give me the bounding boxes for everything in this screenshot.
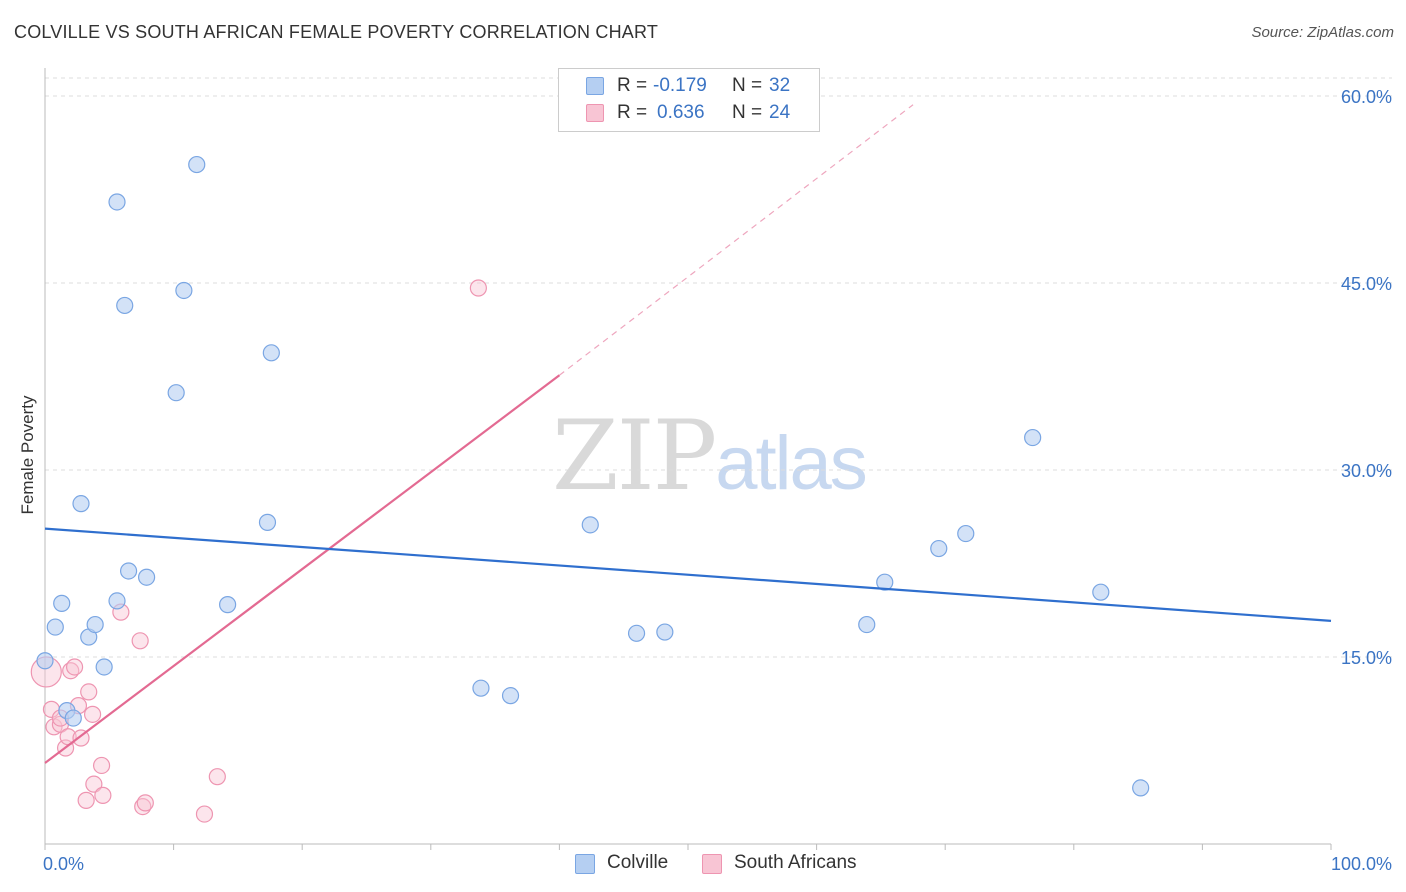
colville-point [1092,583,1110,601]
colville-trend-line [44,527,1332,622]
colville-point [219,596,237,614]
colville-point [167,384,185,402]
colville-point [95,658,113,676]
colville-point [72,495,90,513]
legend-label: Colville [607,852,669,873]
y-tick-label: 30.0% [1341,461,1392,481]
south-africans-point [136,794,154,812]
colville-point [119,562,138,580]
colville-point [46,618,64,636]
colville-point [581,516,599,534]
south-africans-point [85,775,103,793]
south-africans-point [65,658,84,676]
colville-point [108,592,126,610]
south-africans-point [92,756,111,775]
south-africans-point [83,705,102,723]
y-tick-label: 15.0% [1341,648,1392,668]
colville-point [930,539,948,558]
correlation-legend: R = -0.179 N = 32 R = 0.636 N = 24 [558,68,820,132]
south-africans-swatch [702,854,722,874]
colville-point [1132,779,1150,797]
watermark-atlas: atlas [715,421,868,506]
colville-point [501,687,520,705]
source-label: Source: ZipAtlas.com [1251,24,1394,41]
r-label: R = [617,75,648,96]
colville-point [957,524,975,543]
colville-point [472,679,490,697]
y-tick-label: 45.0% [1341,274,1392,294]
colville-point [258,513,277,531]
colville-point [175,281,193,300]
south-africans-point [80,683,98,701]
south-africans-point [208,768,226,786]
south-africans-point [195,805,214,823]
x-tick-label: 100.0% [1331,854,1392,874]
chart-title: COLVILLE VS SOUTH AFRICAN FEMALE POVERTY… [14,22,659,42]
r-label: R = [617,102,648,123]
south-africans-point [469,279,487,297]
colville-point [262,344,280,362]
colville-point [656,623,674,641]
south-africans-point [77,791,95,809]
r-value: -0.179 [653,75,707,96]
colville-point [108,193,126,211]
colville-point [627,624,646,642]
colville-point [86,615,104,634]
colville-swatch [575,854,595,874]
colville-point [858,615,876,634]
colville-point [188,155,206,174]
y-tick-label: 60.0% [1341,87,1392,107]
south-africans-swatch [586,104,604,122]
n-value: 32 [769,75,791,96]
colville-point [1024,428,1042,447]
legend-label: South Africans [734,852,857,873]
south-africans-trend-line [44,374,561,764]
colville-point [53,594,71,612]
colville-point [64,709,82,727]
colville-point [137,568,156,586]
colville-point [876,573,894,591]
n-value: 24 [769,102,791,123]
watermark: ZIPatlas [552,400,868,512]
south-africans-point [94,786,112,804]
watermark-zip: ZIP [552,400,717,512]
colville-point [36,652,54,670]
colville-point [116,296,134,315]
x-tick-label: 0.0% [43,854,84,874]
south-africans-trend-extension [559,104,914,376]
n-label: N = [732,102,763,123]
colville-swatch [586,77,604,95]
r-value: 0.636 [657,102,705,123]
south-africans-point [131,632,149,650]
n-label: N = [732,75,763,96]
